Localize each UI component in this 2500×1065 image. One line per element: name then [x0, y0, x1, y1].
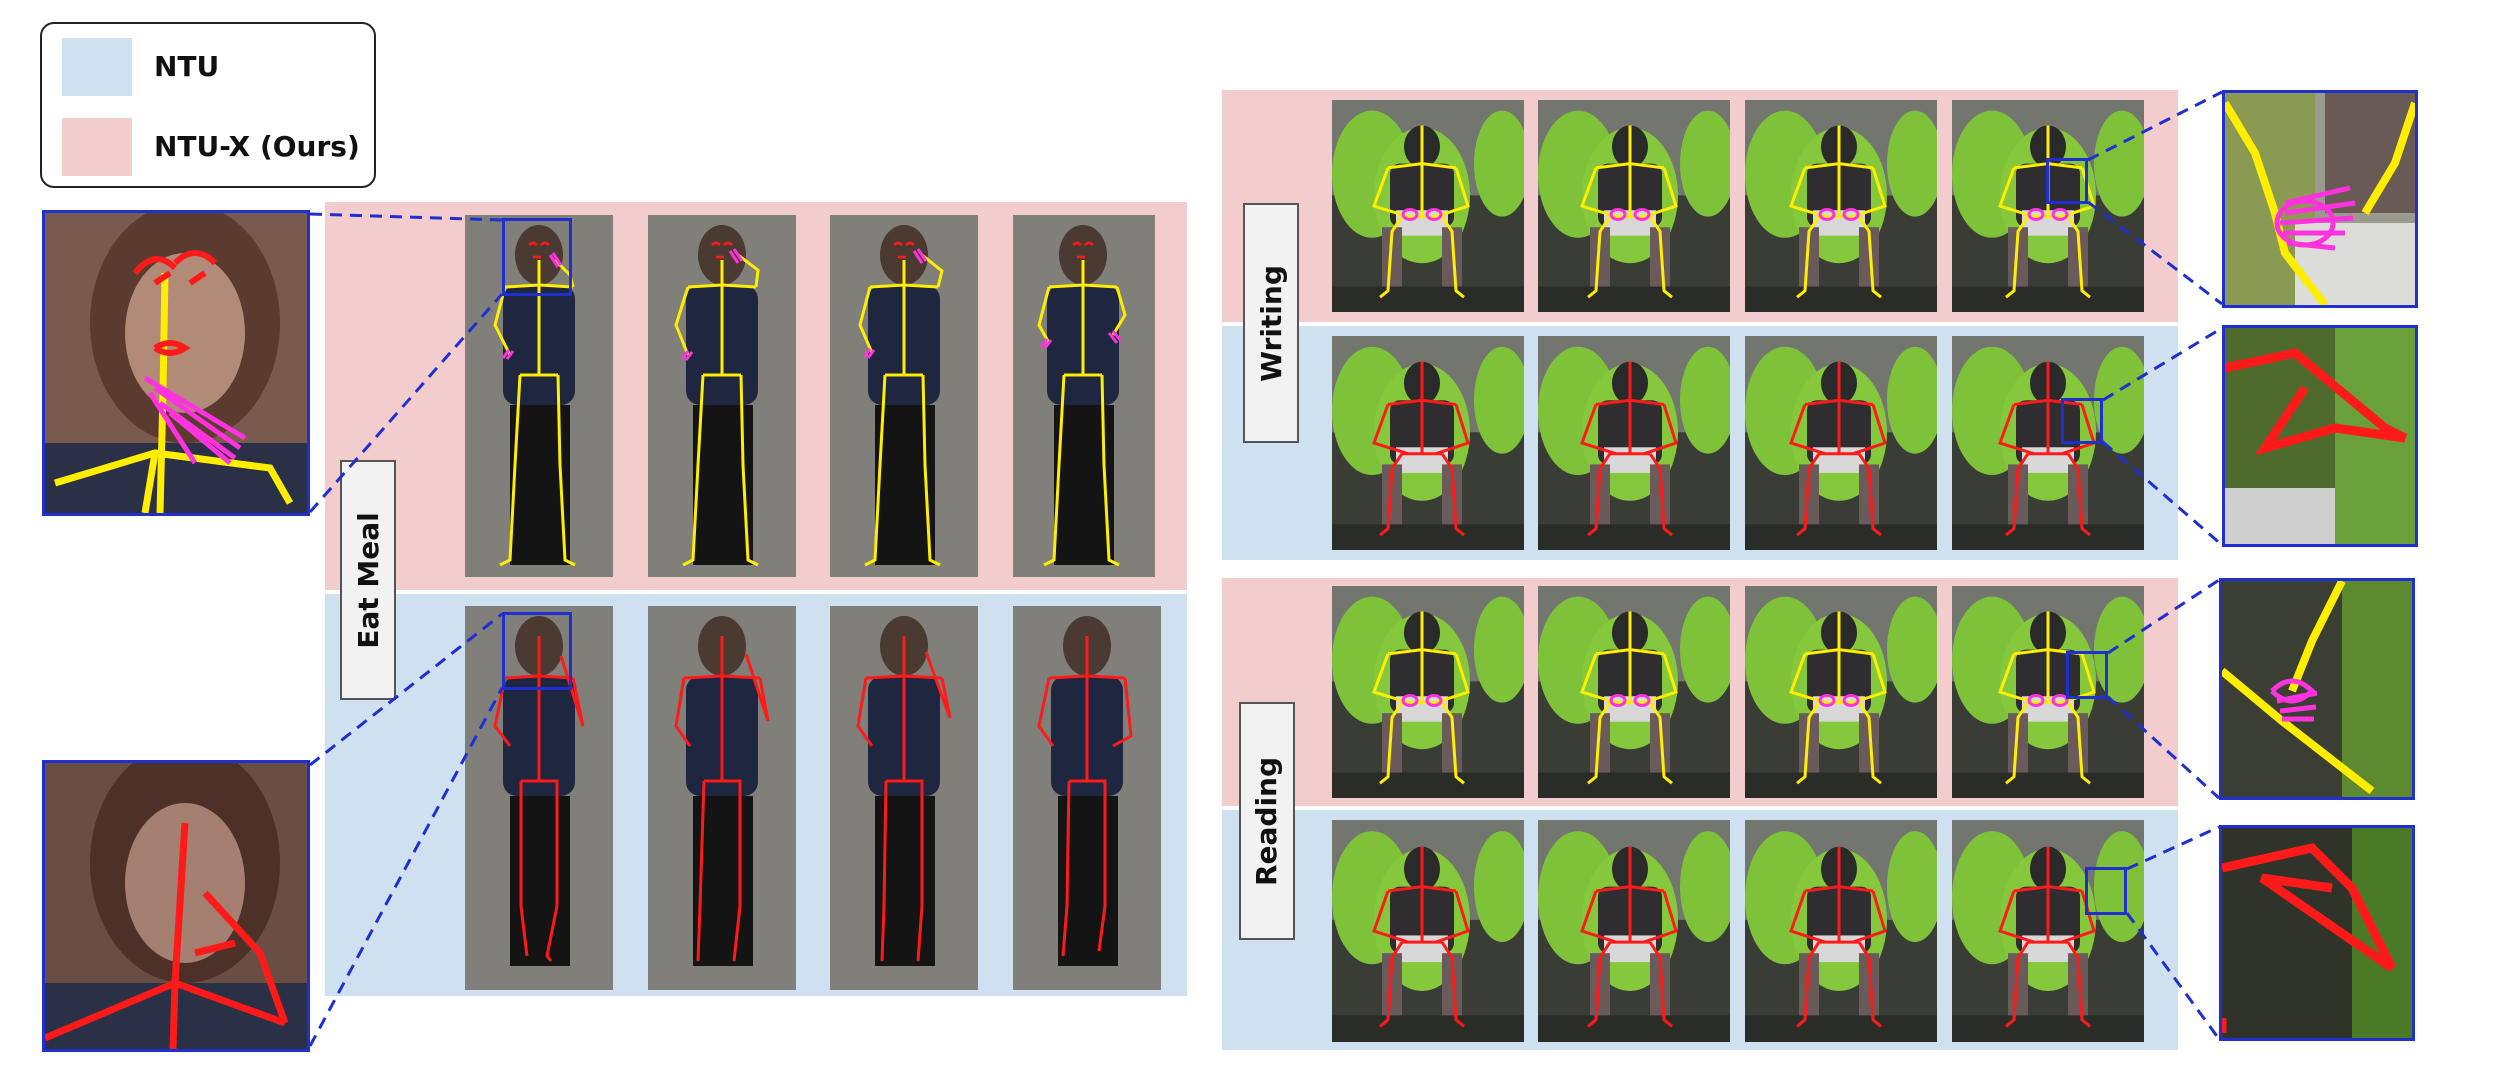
eatmeal-ntu-frame-4	[1013, 606, 1161, 990]
reading-ntu-zoom	[2219, 825, 2415, 1041]
eatmeal-ntux-frame-4	[1013, 215, 1155, 577]
reading-ntux-frame-2	[1538, 586, 1730, 798]
writing-ntux-frame-1	[1332, 100, 1524, 312]
eatmeal-ntu-zoom	[42, 760, 310, 1052]
eatmeal-ntux-zoom	[42, 210, 310, 516]
writing-ntu-frame-3	[1745, 336, 1937, 550]
reading-ntu-highlight-box	[2085, 867, 2127, 915]
legend-swatch-ntux	[62, 118, 132, 176]
writing-ntux-frame-3	[1745, 100, 1937, 312]
reading-label: Reading	[1239, 702, 1295, 940]
reading-ntu-frame-2	[1538, 820, 1730, 1042]
eatmeal-ntu-frame-2	[648, 606, 796, 990]
eatmeal-label: Eat Meal	[340, 460, 396, 700]
reading-ntux-highlight-box	[2066, 651, 2108, 699]
eatmeal-ntux-highlight-box	[502, 218, 572, 296]
reading-ntu-frame-3	[1745, 820, 1937, 1042]
writing-ntux-frame-4	[1952, 100, 2144, 312]
writing-label: Writing	[1243, 203, 1299, 443]
eatmeal-ntu-frame-3	[830, 606, 978, 990]
reading-ntux-frame-3	[1745, 586, 1937, 798]
eatmeal-ntux-frame-2	[648, 215, 796, 577]
reading-label-text: Reading	[1250, 756, 1284, 886]
legend: NTU NTU-X (Ours)	[40, 22, 376, 188]
writing-label-text: Writing	[1254, 264, 1288, 382]
eatmeal-ntu-highlight-box	[502, 612, 572, 690]
reading-ntux-zoom	[2219, 578, 2415, 800]
writing-ntu-frame-4	[1952, 336, 2144, 550]
eatmeal-label-text: Eat Meal	[351, 511, 385, 649]
reading-ntu-frame-1	[1332, 820, 1524, 1042]
writing-ntux-highlight-box	[2046, 158, 2088, 204]
writing-ntu-zoom	[2222, 325, 2418, 547]
reading-ntux-frame-4	[1952, 586, 2144, 798]
eatmeal-ntux-frame-1	[465, 215, 613, 577]
writing-ntux-frame-2	[1538, 100, 1730, 312]
writing-ntu-frame-2	[1538, 336, 1730, 550]
legend-label-ntux: NTU-X (Ours)	[154, 130, 360, 163]
legend-label-ntu: NTU	[154, 50, 220, 83]
eatmeal-ntux-frame-3	[830, 215, 978, 577]
writing-ntu-highlight-box	[2061, 398, 2103, 444]
writing-ntux-zoom	[2222, 90, 2418, 308]
reading-ntu-frame-4	[1952, 820, 2144, 1042]
writing-ntu-frame-1	[1332, 336, 1524, 550]
legend-swatch-ntu	[62, 38, 132, 96]
reading-ntux-frame-1	[1332, 586, 1524, 798]
